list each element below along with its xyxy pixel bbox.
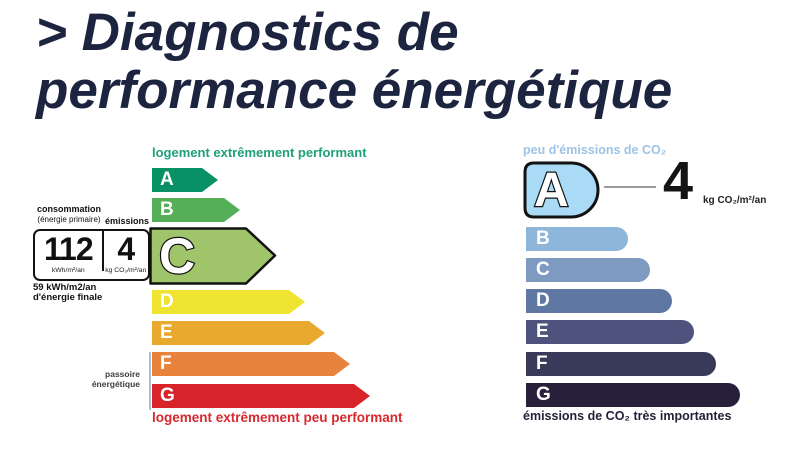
emissions-cell: 4 kg CO₂/m²/an — [104, 231, 148, 279]
co2-current-class-letter: A — [534, 164, 569, 217]
co2-class-bar-g: G — [526, 383, 740, 407]
energy-class-letter-g: G — [160, 385, 175, 406]
co2-class-bar-e: E — [526, 320, 694, 344]
energy-sieve-line2: énergétique — [91, 379, 140, 389]
co2-annotation-value: 4 — [663, 151, 694, 211]
energy-class-bar-e: E — [152, 321, 325, 345]
energy-sieve-label: passoire énergétique — [74, 369, 140, 389]
consumption-header-main: consommation — [36, 204, 101, 214]
co2-class-bar-c: C — [526, 258, 650, 282]
energy-sieve-bracket-line — [149, 352, 151, 410]
energy-class-bar-g: G — [152, 384, 370, 408]
co2-class-bar-f: F — [526, 352, 716, 376]
co2-best-label: peu d'émissions de CO₂ — [523, 143, 667, 157]
energy-class-letter-b: B — [160, 199, 174, 220]
dpe-value-box: 112 kWh/m²/an 4 kg CO₂/m²/an — [33, 229, 150, 281]
co2-current-class-shape-path — [523, 161, 600, 219]
co2-current-class-shape: A — [523, 161, 600, 219]
consumption-cell: 112 kWh/m²/an — [35, 231, 102, 279]
page-title-line2: performance énergétique — [36, 61, 673, 120]
co2-class-letter-b: B — [536, 228, 550, 249]
energy-sieve-line1: passoire — [105, 369, 140, 379]
emissions-value: 4 — [117, 231, 135, 267]
final-energy-line2: d'énergie finale — [33, 292, 103, 303]
co2-worst-label: émissions de CO₂ très importantes — [523, 409, 732, 423]
co2-class-bar-d: D — [526, 289, 672, 313]
co2-class-letter-c: C — [536, 259, 550, 280]
energy-current-class-arrow: C — [149, 227, 277, 285]
consumption-header-sub: (énergie primaire) — [37, 214, 101, 224]
consumption-value: 112 — [43, 231, 94, 267]
energy-class-letter-d: D — [160, 291, 174, 312]
energy-class-letter-e: E — [160, 322, 173, 343]
final-energy-note: 59 kWh/m2/an d'énergie finale — [33, 283, 102, 303]
energy-current-class-arrow-shape — [149, 227, 277, 285]
co2-class-letter-g: G — [536, 384, 551, 405]
consumption-header: consommation (énergie primaire) — [30, 204, 108, 224]
energy-class-bar-d: D — [152, 290, 305, 314]
energy-best-label: logement extrêmement performant — [152, 145, 367, 160]
co2-class-letter-d: D — [536, 290, 550, 311]
value-box-divider — [101, 231, 104, 271]
emissions-unit: kg CO₂/m²/an — [105, 267, 147, 274]
energy-worst-label: logement extrêmement peu performant — [152, 410, 403, 425]
energy-class-letter-a: A — [160, 169, 174, 190]
co2-class-letter-f: F — [536, 353, 548, 374]
energy-class-letter-f: F — [160, 353, 172, 374]
page-title: > Diagnostics de performance énergétique — [36, 4, 672, 120]
co2-class-letter-e: E — [536, 321, 549, 342]
page-title-line1: > Diagnostics de — [36, 3, 459, 62]
emissions-header: émissions — [105, 216, 150, 226]
energy-current-class-letter: C — [159, 228, 195, 284]
energy-class-bar-b: B — [152, 198, 240, 222]
final-energy-line1: 59 kWh/m2/an — [33, 282, 97, 293]
energy-class-bar-a: A — [152, 168, 218, 192]
co2-annotation-connector-line — [604, 186, 656, 188]
energy-class-bar-f: F — [152, 352, 350, 376]
co2-annotation-unit: kg CO₂/m²/an — [703, 195, 767, 206]
co2-class-bar-b: B — [526, 227, 628, 251]
consumption-unit: kWh/m²/an — [51, 267, 85, 274]
